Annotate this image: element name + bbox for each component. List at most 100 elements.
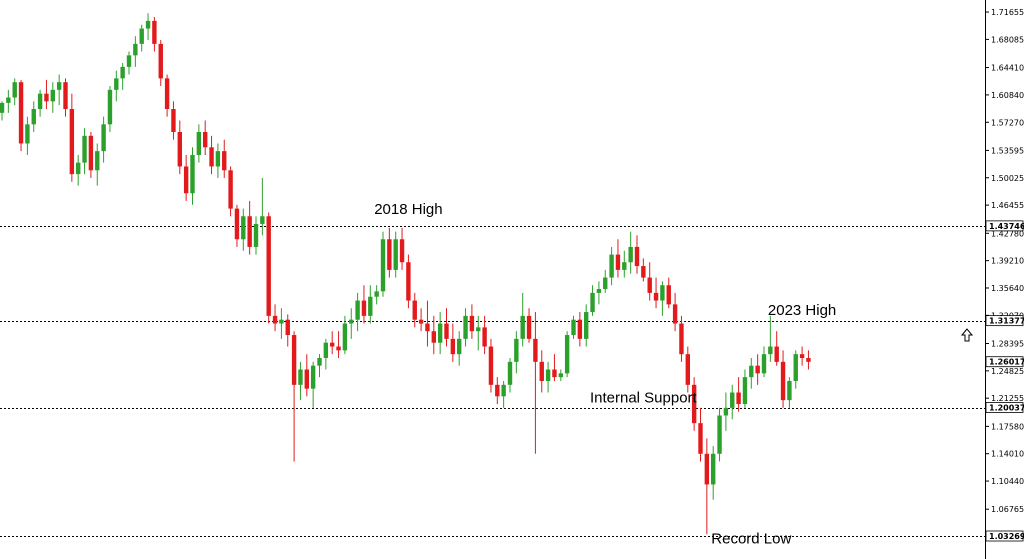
candle <box>126 51 132 75</box>
candle-body <box>285 319 290 336</box>
candle-body <box>171 109 176 132</box>
candle <box>37 89 43 117</box>
candle-body <box>133 43 138 56</box>
level-lines <box>0 226 985 537</box>
candle <box>139 24 144 52</box>
candle-body <box>342 323 348 351</box>
candle <box>730 384 735 420</box>
candle <box>558 369 563 381</box>
candle <box>749 358 754 389</box>
candle <box>69 93 75 182</box>
annotations: 2018 High 2023 High Internal Support Record… <box>374 201 974 547</box>
candle <box>323 338 329 370</box>
candle-body <box>222 151 227 171</box>
candle <box>234 204 240 247</box>
candle <box>545 361 551 393</box>
candle-body <box>634 246 640 267</box>
level-price-label: 1.31377 <box>985 315 1024 327</box>
candle-body <box>349 319 354 324</box>
candle <box>31 101 36 132</box>
candle-body <box>82 135 87 163</box>
candle-body <box>203 131 208 148</box>
candle-body <box>101 124 106 152</box>
candle-body <box>234 208 240 240</box>
candle-body <box>514 338 519 362</box>
candle-body <box>0 102 5 113</box>
axis-tick-label: 1.28395 <box>991 339 1024 348</box>
candle-body <box>577 319 583 339</box>
candle <box>482 315 487 355</box>
level-price-label-text: 1.31377 <box>989 317 1024 326</box>
candle <box>615 239 621 278</box>
candle <box>387 227 392 278</box>
candle <box>203 120 208 155</box>
candle <box>114 70 119 102</box>
axis-tick-label: 1.60840 <box>991 91 1024 100</box>
candle <box>152 17 157 52</box>
candle-body <box>590 292 595 313</box>
candle <box>469 304 475 339</box>
candle-body <box>291 335 297 385</box>
candle <box>526 308 532 343</box>
candle-body <box>666 285 671 305</box>
current-price-label-box <box>985 356 1024 368</box>
axis-tick-label: 1.71655 <box>991 8 1024 17</box>
candle <box>298 361 303 401</box>
candle-body <box>50 89 55 102</box>
candle-body <box>450 338 456 355</box>
candle-body <box>330 342 335 347</box>
candle <box>412 292 417 328</box>
candle <box>596 281 602 305</box>
candle <box>780 350 786 408</box>
candle-body <box>31 109 36 125</box>
current-price-label: 1.26017 <box>985 356 1024 368</box>
candle <box>476 315 481 351</box>
candle <box>603 269 608 293</box>
candle-body <box>209 147 214 167</box>
candle-body <box>215 151 221 167</box>
candle <box>228 166 233 217</box>
candle <box>584 304 589 347</box>
candle-body <box>412 300 417 320</box>
candle <box>660 281 665 316</box>
candle-body <box>260 216 265 224</box>
level-price-label: 1.20037 <box>985 402 1024 413</box>
candle <box>380 231 386 297</box>
candle <box>291 331 297 462</box>
candle-body <box>158 43 163 79</box>
candle <box>488 338 494 393</box>
candle-body <box>6 97 11 103</box>
candle-body <box>463 315 468 339</box>
candle-body <box>279 319 284 324</box>
candle-body <box>196 131 202 155</box>
candle <box>437 312 443 355</box>
candle <box>406 254 411 309</box>
candle-body <box>37 93 43 110</box>
level-price-label-box <box>985 220 1024 232</box>
up-arrow-icon <box>960 328 974 342</box>
candle-body <box>685 354 690 385</box>
level-price-label-box <box>985 315 1024 327</box>
candle-body <box>304 369 309 389</box>
candle <box>95 143 100 186</box>
candle <box>50 82 55 113</box>
candle-body <box>628 246 633 263</box>
candle <box>183 154 189 201</box>
level-price-label-text: 1.20037 <box>989 404 1024 413</box>
candle <box>279 308 284 339</box>
candle-body <box>298 369 303 385</box>
candle <box>723 392 729 431</box>
candle-body <box>615 254 621 270</box>
candle <box>88 131 94 178</box>
candle <box>158 40 163 87</box>
candle <box>571 315 576 339</box>
candle-body <box>88 135 94 171</box>
candle-body <box>495 384 500 397</box>
candle-body <box>374 291 379 297</box>
candle <box>742 369 748 408</box>
candle <box>44 79 49 110</box>
candle-body <box>183 166 189 194</box>
candle <box>736 377 741 412</box>
candle <box>501 380 506 408</box>
